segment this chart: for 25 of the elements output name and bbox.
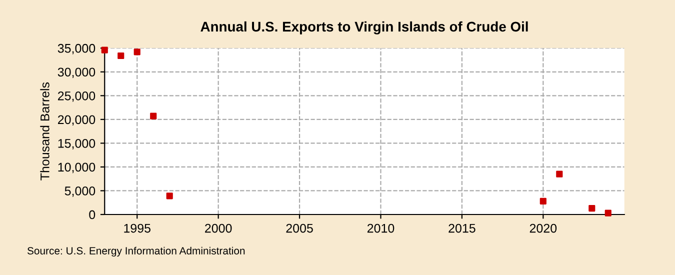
x-tick-label: 2015 [448, 224, 476, 233]
point [118, 52, 124, 60]
point [540, 198, 546, 204]
y-axis-title: Thousand Barrels [40, 82, 50, 180]
x-tick-label: 2020 [530, 224, 557, 233]
x-tick-label: 2010 [367, 224, 394, 233]
point [166, 192, 173, 200]
x-tick-label: 1995 [124, 224, 150, 233]
x-tick-label: 2000 [205, 224, 232, 233]
point [134, 48, 140, 56]
y-tick-label: 0 [89, 210, 96, 220]
point [604, 210, 612, 216]
y-tick-label: 15,000 [58, 138, 96, 150]
y-tick-label: 5,000 [64, 186, 96, 197]
y-tick-label: 25,000 [58, 91, 96, 102]
y-tick-label: 30,000 [58, 68, 96, 78]
point [556, 170, 563, 178]
source-note: Source: U.S. Energy Information Administration [27, 246, 245, 257]
y-tick-label: 20,000 [58, 115, 96, 126]
point [588, 205, 596, 212]
y-tick-label: 10,000 [58, 162, 96, 174]
chart-title: Annual U.S. Exports to Virgin Islands of Crude Oil [200, 21, 528, 34]
y-tick-label: 35,000 [58, 44, 96, 54]
x-tick-label: 2005 [286, 224, 313, 233]
point [150, 112, 157, 120]
